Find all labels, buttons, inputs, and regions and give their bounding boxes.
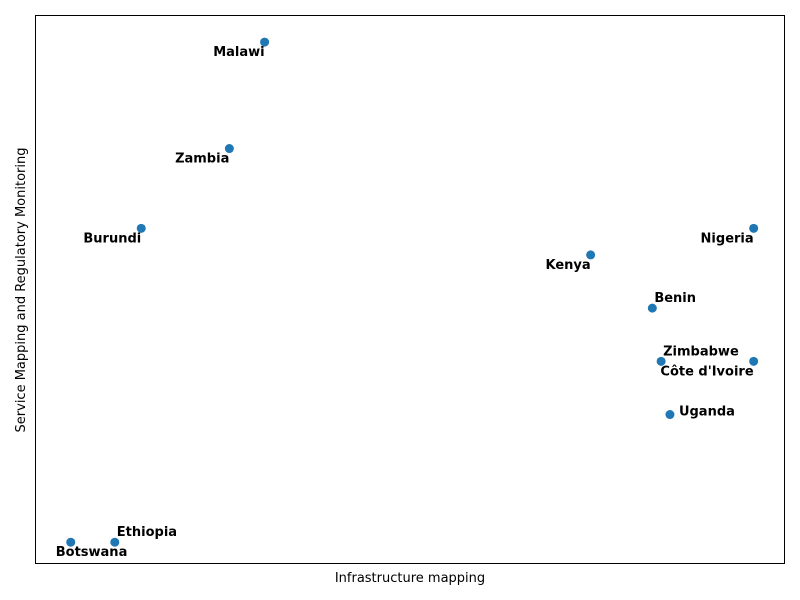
scatter-point: [224, 144, 234, 154]
scatter-point: [749, 356, 759, 366]
scatter-point: [647, 303, 657, 313]
point-label: Nigeria: [701, 231, 754, 246]
scatter-point: [110, 537, 120, 547]
point-label: Ethiopia: [117, 525, 177, 540]
points-layer: [66, 37, 759, 547]
y-axis-label: Service Mapping and Regulatory Monitorin…: [14, 148, 29, 433]
point-label: Uganda: [679, 405, 735, 420]
scatter-point: [749, 223, 759, 233]
scatter-point: [260, 37, 270, 47]
point-label: Kenya: [545, 258, 590, 273]
scatter-point: [66, 537, 76, 547]
x-axis-label: Infrastructure mapping: [335, 571, 485, 586]
point-label: Côte d'Ivoire: [660, 364, 753, 379]
labels-layer: Malawi Zambia Burundi Nigeria Kenya Benin Zimb…: [56, 45, 754, 560]
scatter-point: [665, 410, 675, 420]
plot-frame: [35, 15, 785, 564]
point-label: Burundi: [83, 231, 141, 246]
point-label: Benin: [654, 291, 696, 306]
point-label: Botswana: [56, 545, 128, 560]
scatter-point: [586, 250, 596, 260]
scatter-point: [136, 223, 146, 233]
scatter-point: [656, 356, 666, 366]
point-label: Zimbabwe: [663, 344, 739, 359]
point-label: Malawi: [213, 45, 264, 60]
point-label: Zambia: [175, 152, 229, 167]
